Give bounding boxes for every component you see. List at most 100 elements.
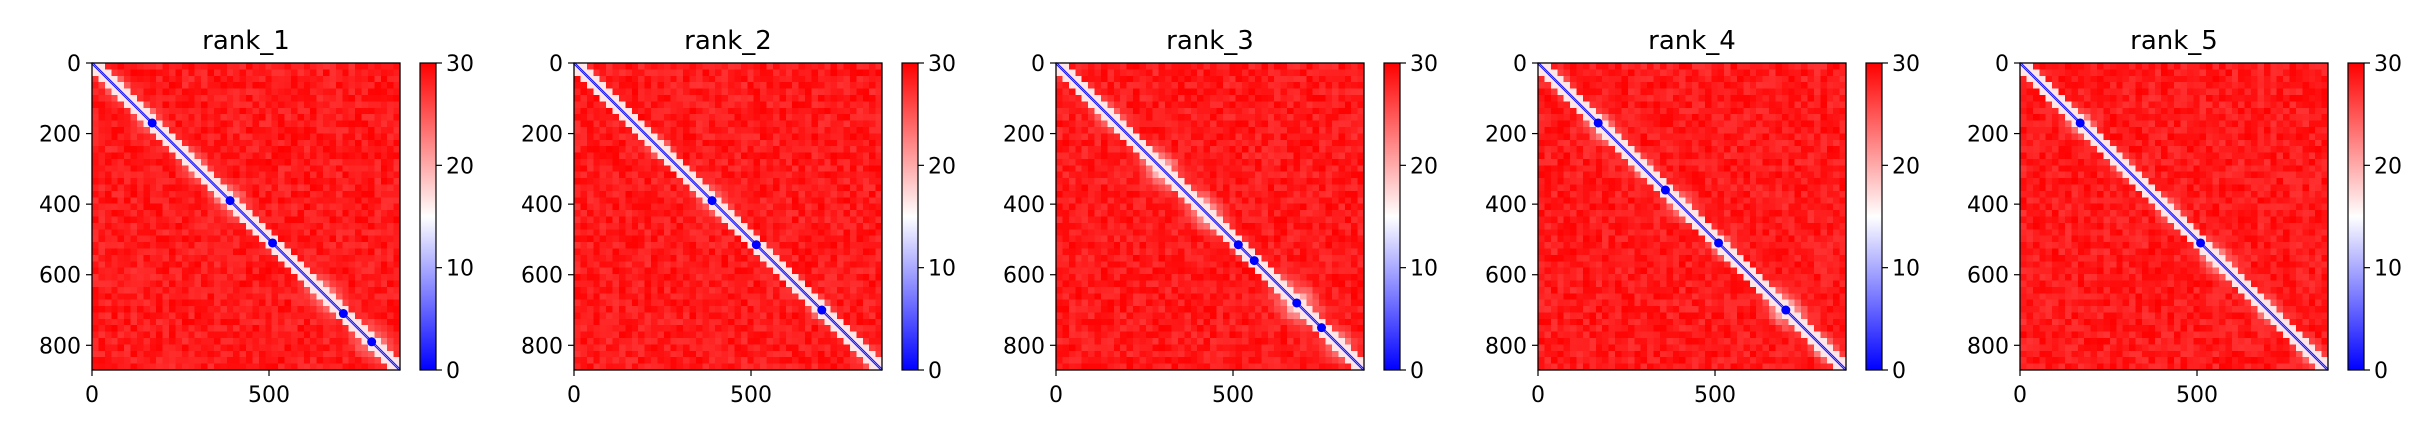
plot-frame xyxy=(91,62,401,371)
colorbar-tick-label: 0 xyxy=(1892,359,1906,384)
diagonal-hotspot xyxy=(751,240,761,250)
colorbar: 0 10 20 30 xyxy=(1865,52,1920,384)
diagonal-highlight xyxy=(91,62,401,371)
colorbar-tick-label: 10 xyxy=(1892,257,1920,282)
x-tick-label: 0 xyxy=(1049,383,1063,408)
x-tick-label: 0 xyxy=(1531,383,1545,408)
y-tick-label: 200 xyxy=(39,123,81,148)
x-tick-label: 500 xyxy=(2176,383,2218,408)
y-tick-label: 800 xyxy=(1485,334,1527,359)
colorbar-tick-label: 30 xyxy=(1410,52,1438,77)
diagonal-hotspot xyxy=(1317,323,1327,333)
diagonal-hotspot xyxy=(2196,238,2206,248)
y-tick-label: 600 xyxy=(1003,264,1045,289)
plot-frame xyxy=(2019,62,2329,371)
heatmap-cells xyxy=(2020,63,2329,371)
y-tick-label: 0 xyxy=(67,52,81,77)
diagonal-hotspot xyxy=(367,337,377,347)
plot-title: rank_1 xyxy=(202,26,290,56)
diagonal-hotspot xyxy=(225,196,235,206)
colorbar-gradient xyxy=(902,63,918,370)
heatmap-cells xyxy=(1056,63,1365,371)
y-tick-label: 600 xyxy=(1967,264,2009,289)
y-tick-label: 200 xyxy=(1003,123,1045,148)
plot-title: rank_2 xyxy=(684,26,772,56)
diagonal-hotspot xyxy=(1593,118,1603,128)
diagonal-hotspot xyxy=(707,196,717,206)
x-tick-label: 0 xyxy=(2013,383,2027,408)
plot-frame xyxy=(573,62,883,371)
plot-title: rank_4 xyxy=(1648,26,1736,56)
plot-title: rank_3 xyxy=(1166,26,1254,56)
colorbar-frame xyxy=(901,62,919,371)
colorbar: 0 10 20 30 xyxy=(901,52,956,384)
y-tick-label: 400 xyxy=(39,193,81,218)
y-tick-label: 400 xyxy=(521,193,563,218)
colorbar-tick-label: 10 xyxy=(1410,257,1438,282)
colorbar-gradient xyxy=(420,63,436,370)
colorbar-frame xyxy=(1383,62,1401,371)
colorbar-gradient xyxy=(1384,63,1400,370)
plot-frame xyxy=(1055,62,1365,371)
diagonal-hotspot xyxy=(1660,185,1670,195)
diagonal-highlight xyxy=(2019,62,2329,371)
plot-title: rank_5 xyxy=(2130,26,2218,56)
y-tick-label: 800 xyxy=(1003,334,1045,359)
diagonal-hotspot xyxy=(817,305,827,315)
colorbar-tick-label: 30 xyxy=(446,52,474,77)
y-tick-label: 0 xyxy=(1031,52,1045,77)
y-tick-label: 200 xyxy=(1485,123,1527,148)
y-tick-label: 0 xyxy=(549,52,563,77)
y-tick-label: 400 xyxy=(1003,193,1045,218)
heatmap-cells xyxy=(92,63,401,371)
colorbar-gradient xyxy=(1866,63,1882,370)
y-tick-label: 800 xyxy=(1967,334,2009,359)
colorbar-frame xyxy=(2347,62,2365,371)
x-tick-label: 500 xyxy=(730,383,772,408)
colorbar: 0 10 20 30 xyxy=(2347,52,2402,384)
x-tick-label: 0 xyxy=(85,383,99,408)
colorbar-tick-label: 30 xyxy=(928,52,956,77)
plot-frame xyxy=(1537,62,1847,371)
diagonal-hotspot xyxy=(338,309,348,319)
diagonal-hotspot xyxy=(1233,240,1243,250)
heatmap-cells xyxy=(1538,63,1847,371)
diagonal-hotspot xyxy=(1292,298,1302,308)
diagonal-highlight xyxy=(1055,62,1365,371)
x-tick-label: 500 xyxy=(248,383,290,408)
diagonal-hotspot xyxy=(147,118,157,128)
diagonal-hotspot xyxy=(2075,118,2085,128)
colorbar: 0 10 20 30 xyxy=(419,52,474,384)
diagonal-highlight xyxy=(1537,62,1847,371)
y-tick-label: 0 xyxy=(1995,52,2009,77)
heatmap-cells xyxy=(574,63,883,371)
colorbar-tick-label: 30 xyxy=(2374,52,2402,77)
y-tick-label: 200 xyxy=(1967,123,2009,148)
colorbar-tick-label: 0 xyxy=(1410,359,1424,384)
y-tick-label: 0 xyxy=(1513,52,1527,77)
colorbar-tick-label: 0 xyxy=(2374,359,2388,384)
colorbar: 0 10 20 30 xyxy=(1383,52,1438,384)
colorbar-tick-label: 0 xyxy=(928,359,942,384)
y-tick-label: 400 xyxy=(1967,193,2009,218)
y-tick-label: 800 xyxy=(39,334,81,359)
diagonal-hotspot xyxy=(1249,256,1259,266)
y-tick-label: 800 xyxy=(521,334,563,359)
y-tick-label: 200 xyxy=(521,123,563,148)
diagonal-highlight xyxy=(573,62,883,371)
colorbar-gradient xyxy=(2348,63,2364,370)
y-tick-label: 600 xyxy=(1485,264,1527,289)
colorbar-tick-label: 20 xyxy=(446,154,474,179)
colorbar-frame xyxy=(1865,62,1883,371)
colorbar-tick-label: 10 xyxy=(2374,257,2402,282)
colorbar-tick-label: 20 xyxy=(928,154,956,179)
colorbar-tick-label: 10 xyxy=(928,257,956,282)
colorbar-tick-label: 10 xyxy=(446,257,474,282)
